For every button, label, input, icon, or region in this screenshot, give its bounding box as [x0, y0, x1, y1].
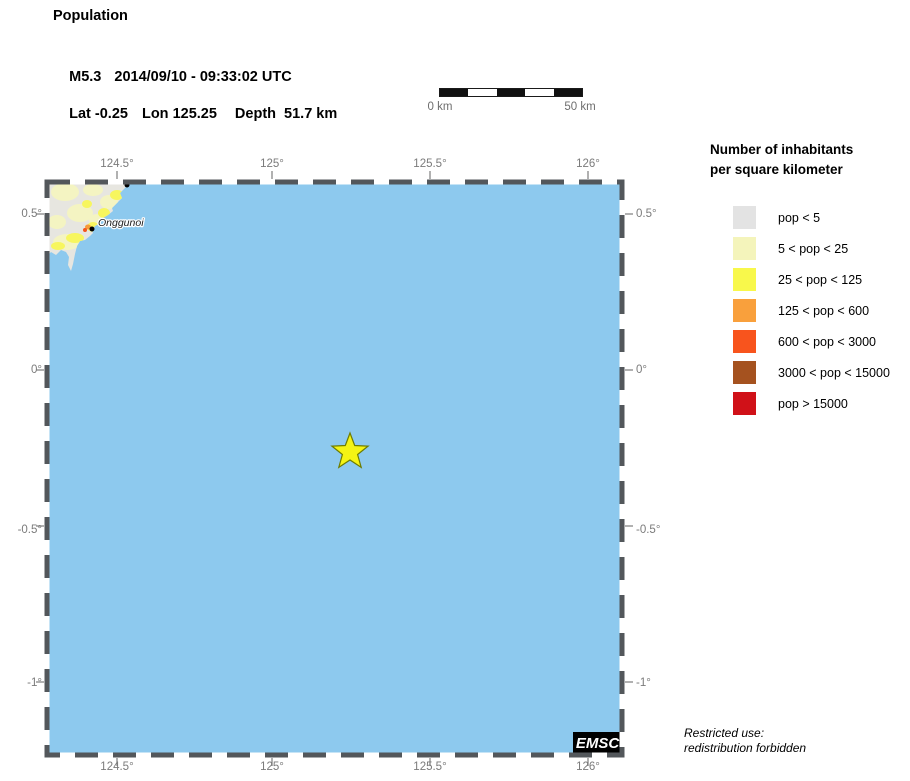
legend-swatch: [733, 268, 756, 291]
settlement-dot-onggunoi: [89, 226, 95, 232]
scale-segment: [525, 89, 554, 96]
legend-item: 25 < pop < 125: [733, 268, 890, 291]
density-patch-dense: [85, 224, 91, 230]
legend-item: 600 < pop < 3000: [733, 330, 890, 353]
place-label: Onggunoi: [98, 217, 144, 229]
axis-label-bottom-125-5: 125.5°: [413, 761, 447, 773]
legend-items: pop < 5 5 < pop < 25 25 < pop < 125 125 …: [733, 206, 890, 415]
axis-label-left-neg-0-5: -0.5°: [17, 524, 42, 536]
scale-segment: [440, 89, 469, 96]
legend: Number of inhabitants per square kilomet…: [710, 140, 890, 423]
legend-item-label: 5 < pop < 25: [778, 241, 849, 256]
legend-item-label: 25 < pop < 125: [778, 272, 863, 287]
density-patch-medium: [51, 242, 65, 250]
axis-label-top-126: 126°: [576, 158, 600, 170]
depth-text: Depth 51.7 km: [234, 106, 338, 122]
legend-title-line2: per square kilometer: [710, 162, 843, 177]
legend-swatch: [733, 206, 756, 229]
axis-label-top-125-5: 125.5°: [413, 158, 447, 170]
ocean-fill: [47, 182, 622, 755]
map-canvas: Onggunoi EMSC: [36, 171, 633, 766]
density-patch-very-dense: [83, 228, 87, 232]
legend-swatch: [733, 330, 756, 353]
legend-swatch: [733, 299, 756, 322]
axis-label-left-0-5: 0.5°: [21, 208, 42, 220]
land-mass: Onggunoi: [47, 182, 145, 271]
scale-start-label: 0 km: [427, 101, 453, 113]
legend-item: pop > 15000: [733, 392, 890, 415]
axis-label-left-0: 0°: [31, 364, 42, 376]
legend-title-line1: Number of inhabitants: [710, 142, 854, 157]
legend-item: 3000 < pop < 15000: [733, 361, 890, 384]
page-title: Population: [53, 8, 128, 24]
legend-item: 125 < pop < 600: [733, 299, 890, 322]
density-patch-medium: [110, 190, 124, 200]
axis-label-left-neg-1: -1°: [27, 677, 42, 689]
density-patch-sparse: [67, 204, 93, 222]
legend-title: Number of inhabitants per square kilomet…: [710, 140, 890, 180]
legend-item: 5 < pop < 25: [733, 237, 890, 260]
legend-item-label: pop > 15000: [778, 396, 848, 411]
density-patch-medium: [98, 208, 110, 218]
axis-label-right-neg-1: -1°: [636, 677, 651, 689]
axis-label-top-125: 125°: [260, 158, 284, 170]
legend-swatch: [733, 361, 756, 384]
epicenter-star-icon: [330, 431, 370, 469]
density-patch-medium: [82, 200, 92, 208]
map-frame: [44, 179, 625, 758]
event-line: M5.3 2014/09/10 - 09:33:02 UTC: [53, 53, 292, 101]
magnitude-text: M5.3: [69, 69, 102, 85]
axis-label-right-0: 0°: [636, 364, 647, 376]
axis-label-right-0-5: 0.5°: [636, 208, 657, 220]
emsc-credit-bg: [573, 732, 622, 753]
longitude-text: Lon 125.25: [141, 106, 217, 122]
axis-label-right-neg-0-5: -0.5°: [636, 524, 661, 536]
density-patch-sparse: [48, 215, 66, 229]
datetime-text: 2014/09/10 - 09:33:02 UTC: [114, 69, 292, 85]
scale-segment: [468, 89, 497, 96]
legend-item-label: pop < 5: [778, 210, 821, 225]
population-density-patches: [48, 183, 124, 250]
legend-swatch: [733, 392, 756, 415]
legend-item-label: 3000 < pop < 15000: [778, 365, 890, 380]
scale-end-label: 50 km: [564, 101, 596, 113]
scale-segment: [553, 89, 583, 96]
density-patch-medium: [66, 233, 84, 243]
scale-segment: [496, 89, 526, 96]
legend-item-label: 125 < pop < 600: [778, 303, 870, 318]
degree-ticks: [36, 171, 633, 766]
legend-item: pop < 5: [733, 206, 890, 229]
emsc-credit-box: EMSC: [573, 732, 622, 753]
axis-label-top-124-5: 124.5°: [100, 158, 134, 170]
axis-label-bottom-125: 125°: [260, 761, 284, 773]
map-frame-dashes: [44, 179, 625, 758]
density-patch-sparse: [83, 184, 103, 196]
location-line: Lat -0.25 Lon 125.25 Depth 51.7 km: [53, 90, 337, 138]
legend-item-label: 600 < pop < 3000: [778, 334, 877, 349]
axis-label-bottom-126: 126°: [576, 761, 600, 773]
legend-swatch: [733, 237, 756, 260]
latitude-text: Lat -0.25: [69, 106, 128, 122]
density-patch-sparse: [51, 183, 79, 201]
restricted-use-line1: Restricted use:: [684, 726, 765, 740]
distance-scale-bar: [439, 88, 583, 97]
axis-label-bottom-124-5: 124.5°: [100, 761, 134, 773]
emsc-credit-label: EMSC: [576, 735, 621, 752]
restricted-use-line2: redistribution forbidden: [684, 741, 807, 755]
restricted-use-notice: Restricted use: redistribution forbidden: [684, 726, 806, 756]
